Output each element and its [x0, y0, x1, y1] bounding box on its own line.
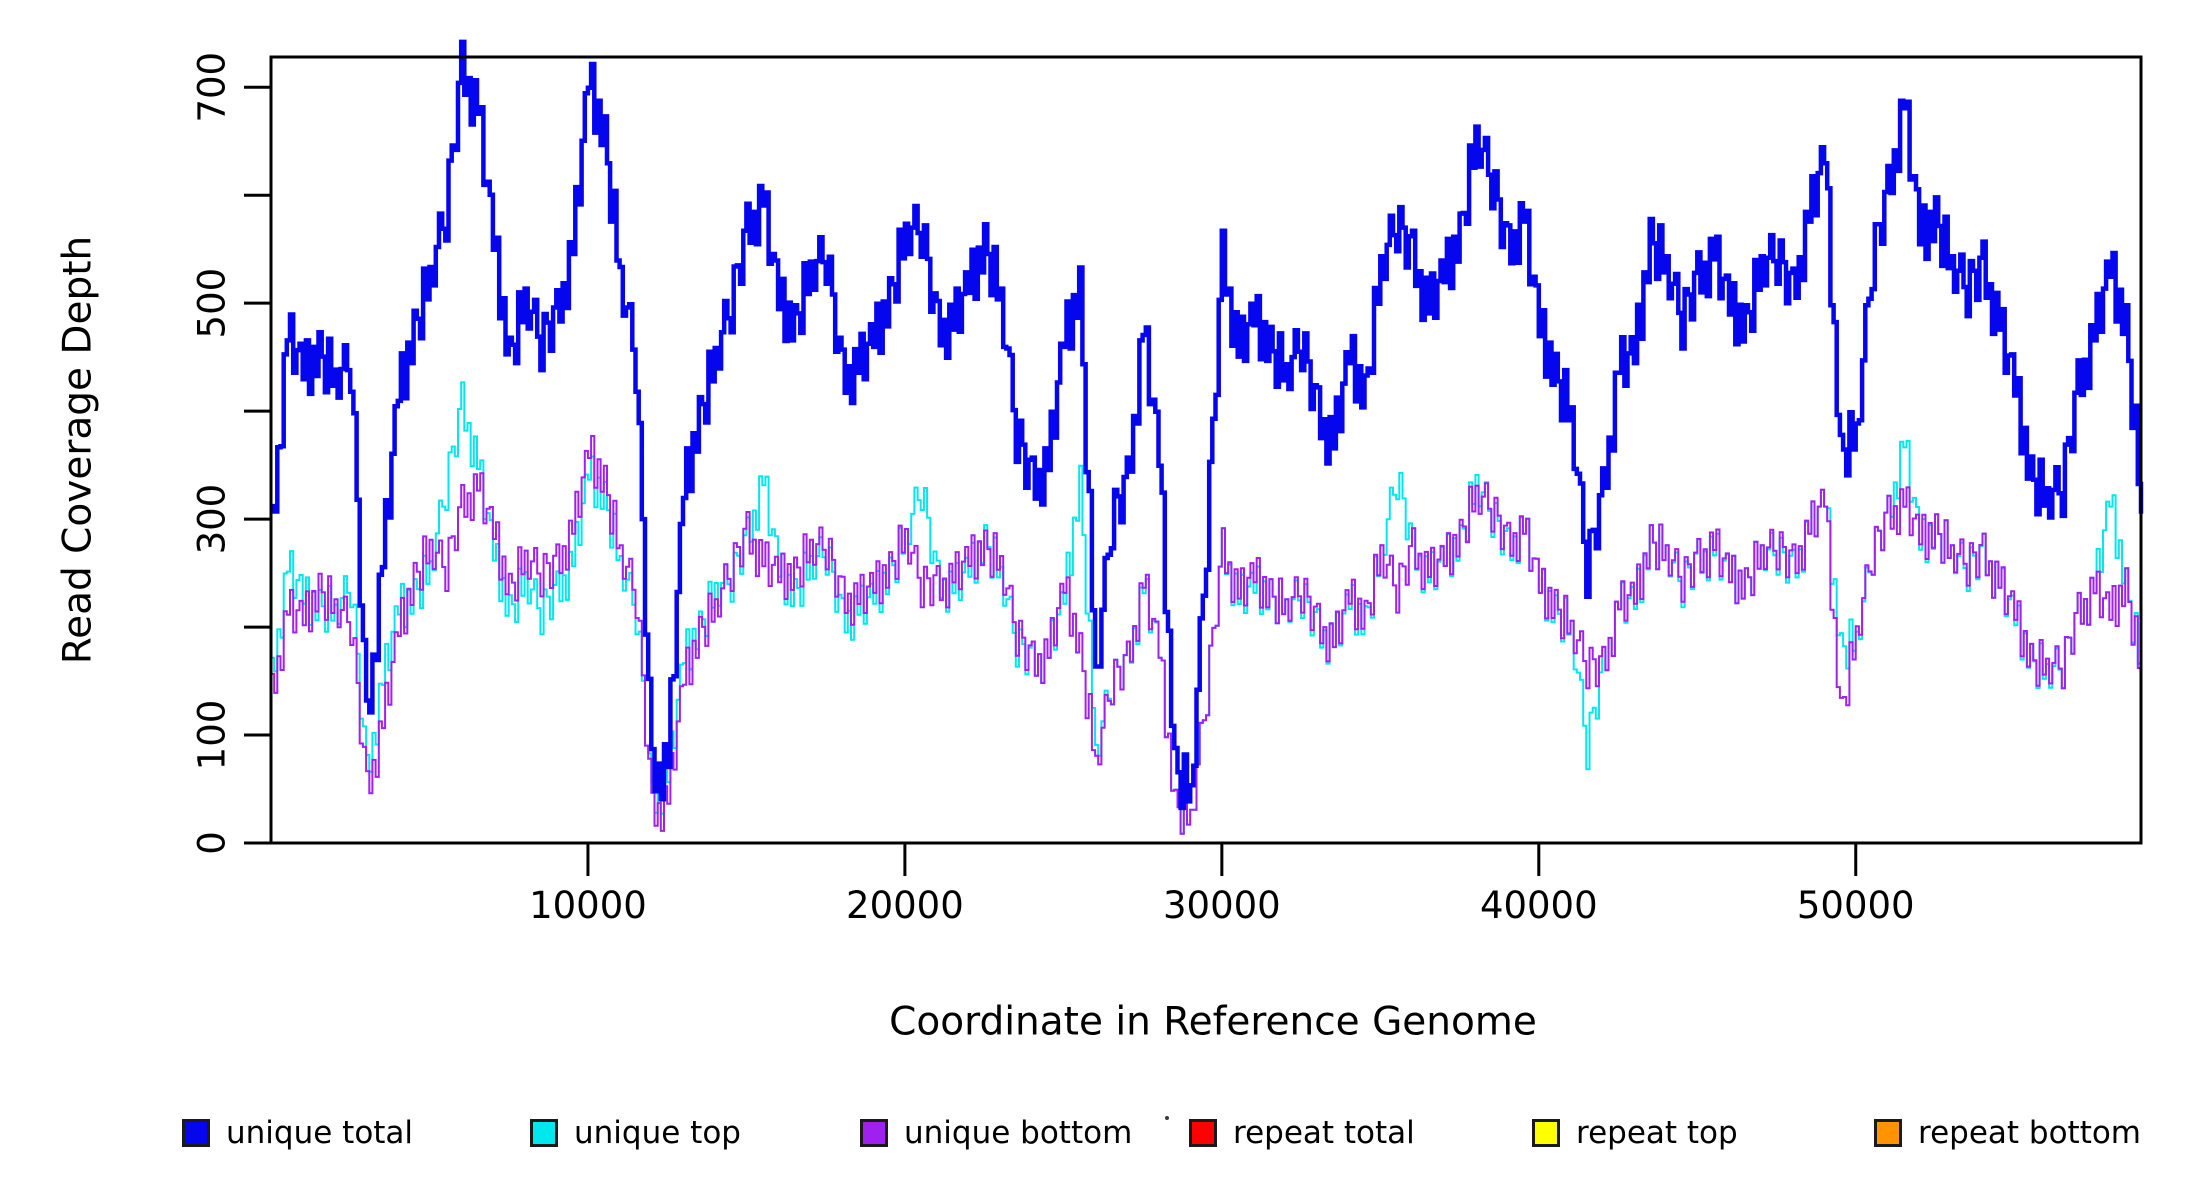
series-line-unique-top — [271, 381, 2142, 835]
plot-box — [269, 55, 2143, 845]
legend-swatch-repeat-total — [1189, 1119, 1217, 1147]
y-tick-label: 300 — [191, 484, 234, 555]
legend-label: unique top — [574, 1114, 741, 1151]
legend-label: repeat total — [1233, 1114, 1415, 1151]
legend-item-repeat-top: repeat top — [1532, 1114, 1738, 1151]
y-tick-label: 0 — [191, 831, 234, 855]
legend-item-unique-top: unique top — [530, 1114, 741, 1151]
legend-swatch-unique-top — [530, 1119, 558, 1147]
legend-item-unique-bottom: unique bottom — [860, 1114, 1133, 1151]
x-tick-label: 40000 — [1480, 884, 1598, 927]
legend-label: unique total — [226, 1114, 414, 1151]
legend-label: repeat bottom — [1918, 1114, 2142, 1151]
legend-swatch-unique-total — [182, 1119, 210, 1147]
series-line-unique-bottom — [271, 435, 2142, 835]
x-axis-title: Coordinate in Reference Genome — [889, 999, 1537, 1045]
legend-label: repeat top — [1576, 1114, 1738, 1151]
y-tick-label: 700 — [191, 52, 234, 123]
legend-item-repeat-total: repeat total — [1189, 1114, 1415, 1151]
x-tick-label: 50000 — [1797, 884, 1915, 927]
series-line-unique-total — [271, 39, 2144, 811]
legend-label: unique bottom — [904, 1114, 1133, 1151]
legend-stray-dot — [1165, 1116, 1169, 1120]
x-tick-label: 20000 — [846, 884, 964, 927]
y-tick-label: 500 — [191, 268, 234, 339]
legend-item-repeat-bottom: repeat bottom — [1874, 1114, 2142, 1151]
x-tick-label: 10000 — [529, 884, 647, 927]
legend-swatch-repeat-top — [1532, 1119, 1560, 1147]
y-tick-label: 100 — [191, 700, 234, 771]
x-tick-label: 30000 — [1163, 884, 1281, 927]
legend-swatch-unique-bottom — [860, 1119, 888, 1147]
y-axis-title: Read Coverage Depth — [55, 235, 101, 665]
legend-swatch-repeat-bottom — [1874, 1119, 1902, 1147]
legend-item-unique-total: unique total — [182, 1114, 414, 1151]
